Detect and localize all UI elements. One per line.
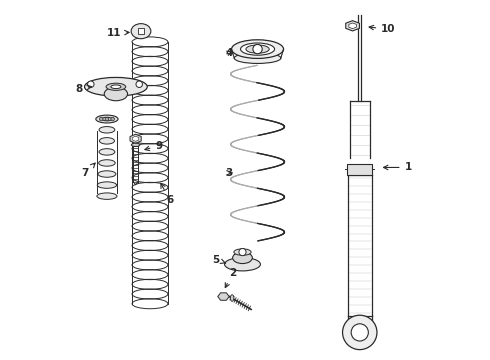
Text: 8: 8 (75, 84, 92, 94)
Circle shape (99, 117, 103, 121)
Ellipse shape (246, 45, 269, 53)
Ellipse shape (234, 53, 281, 63)
Ellipse shape (97, 182, 117, 188)
Ellipse shape (104, 87, 127, 101)
Text: 6: 6 (161, 184, 173, 205)
Bar (138, 28, 144, 34)
Circle shape (253, 44, 262, 54)
Ellipse shape (96, 115, 118, 123)
Ellipse shape (99, 127, 115, 133)
Text: 10: 10 (369, 24, 396, 35)
Polygon shape (218, 293, 229, 300)
Text: 3: 3 (225, 168, 232, 178)
Circle shape (88, 81, 94, 87)
Ellipse shape (99, 149, 115, 155)
Text: 2: 2 (225, 268, 236, 288)
Ellipse shape (99, 138, 115, 144)
Ellipse shape (98, 160, 115, 166)
Text: 7: 7 (82, 163, 95, 178)
Ellipse shape (241, 43, 274, 55)
Circle shape (136, 81, 143, 87)
Circle shape (343, 315, 377, 350)
Ellipse shape (106, 83, 126, 90)
Circle shape (111, 117, 115, 121)
Text: 11: 11 (107, 28, 129, 38)
Ellipse shape (233, 252, 252, 264)
Ellipse shape (232, 40, 284, 58)
Ellipse shape (98, 171, 116, 177)
Ellipse shape (111, 85, 121, 89)
Polygon shape (346, 21, 360, 31)
Polygon shape (349, 23, 356, 28)
Ellipse shape (97, 193, 117, 199)
Ellipse shape (230, 295, 234, 301)
Ellipse shape (102, 117, 112, 121)
Circle shape (239, 248, 246, 256)
Polygon shape (133, 136, 139, 141)
Ellipse shape (234, 249, 251, 255)
Ellipse shape (131, 143, 140, 147)
Circle shape (351, 324, 368, 341)
Polygon shape (347, 164, 372, 175)
Text: 4: 4 (225, 48, 233, 58)
Ellipse shape (84, 77, 147, 96)
Polygon shape (130, 134, 141, 143)
Ellipse shape (131, 24, 151, 39)
Text: 5: 5 (213, 255, 225, 265)
Text: 9: 9 (145, 141, 163, 151)
Ellipse shape (224, 258, 260, 271)
Circle shape (105, 117, 109, 121)
Text: 1: 1 (384, 162, 412, 172)
